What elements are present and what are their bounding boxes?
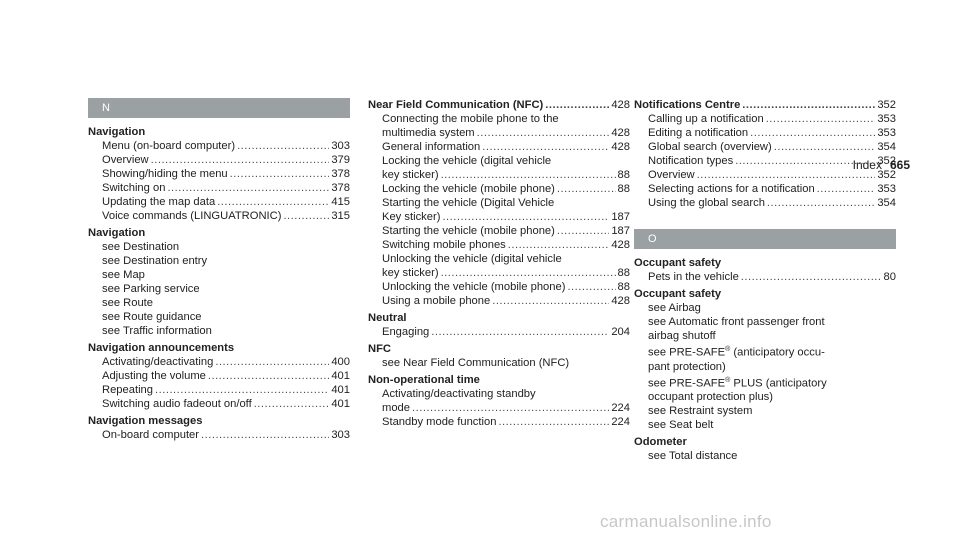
sub-entry[interactable]: mode224 <box>368 401 630 415</box>
entry-heading: Odometer <box>634 436 687 449</box>
see-reference[interactable]: see Restraint system <box>648 405 753 418</box>
index-entry-occupant-safety-see: Occupant safety see Airbag see Automatic… <box>634 287 896 432</box>
sub-entry-text: Locking the vehicle (digital vehicle <box>382 155 552 167</box>
see-reference[interactable]: see Airbag <box>648 302 701 314</box>
sub-entry[interactable]: On-board computer303 <box>88 428 350 442</box>
sub-entry[interactable]: key sticker)88 <box>368 266 630 280</box>
index-entry-non-operational-time: Non-operational time Activating/deactiva… <box>368 373 630 429</box>
entry-heading: Non-operational time <box>368 374 480 386</box>
index-entry-notifications-centre: Notifications Centre352 Calling up a not… <box>634 98 896 210</box>
index-entry-navigation-announcements: Navigation announcements Activating/deac… <box>88 341 350 411</box>
sub-entry[interactable]: Selecting actions for a notification353 <box>634 182 896 196</box>
entry-heading: Navigation messages <box>88 415 203 427</box>
index-column-3: Notifications Centre352 Calling up a not… <box>634 98 896 466</box>
sub-entry[interactable]: Switching on378 <box>88 181 350 195</box>
sub-entry[interactable]: Switching mobile phones428 <box>368 238 630 252</box>
sub-entry-text: Connecting the mobile phone to the <box>382 113 559 125</box>
sub-entry[interactable]: Standby mode function224 <box>368 415 630 429</box>
sub-entry-text: Activating/deactivating standby <box>382 388 536 400</box>
see-reference[interactable]: see Near Field Communication (NFC) <box>382 357 570 369</box>
sub-entry[interactable]: Updating the map data415 <box>88 195 350 209</box>
see-reference-cont: pant protection) <box>648 360 726 373</box>
sub-entry[interactable]: Pets in the vehicle80 <box>634 270 896 284</box>
sub-entry[interactable]: key sticker)88 <box>368 168 630 182</box>
see-reference[interactable]: see Traffic information <box>102 325 212 337</box>
see-reference[interactable]: see Destination entry <box>102 255 208 267</box>
index-entry-nfc: Near Field Communication (NFC)428 Connec… <box>368 98 630 308</box>
watermark: carmanualsonline.info <box>600 512 772 531</box>
index-entry-navigation-see: Navigation see Destination see Destinati… <box>88 226 350 338</box>
sub-entry[interactable]: multimedia system428 <box>368 126 630 140</box>
index-entry-neutral: Neutral Engaging204 <box>368 311 630 339</box>
entry-heading: Occupant safety <box>634 257 722 269</box>
see-reference[interactable]: see PRE-SAFE® (anticipatory occu- <box>648 346 825 359</box>
see-reference[interactable]: see Map <box>102 269 145 281</box>
letter-bar-n: N <box>88 98 350 118</box>
sub-entry-text: Unlocking the vehicle (digital vehicle <box>382 253 562 265</box>
entry-heading: Navigation announcements <box>88 342 235 354</box>
see-reference[interactable]: see Route <box>102 297 153 309</box>
index-column-1: N Navigation Menu (on-board computer)303… <box>88 98 350 445</box>
index-entry-occupant-safety: Occupant safety Pets in the vehicle80 <box>634 256 896 284</box>
sub-entry[interactable]: Switching audio fadeout on/off401 <box>88 397 350 411</box>
entry-heading: Navigation <box>88 227 146 239</box>
sub-entry[interactable]: Overview379 <box>88 153 350 167</box>
index-entry-navigation: Navigation Menu (on-board computer)303 O… <box>88 125 350 223</box>
sub-entry[interactable]: Activating/deactivating400 <box>88 355 350 369</box>
see-reference[interactable]: see Parking service <box>102 283 200 295</box>
index-entry-navigation-messages: Navigation messages On-board computer303 <box>88 414 350 442</box>
sub-entry[interactable]: Key sticker)187 <box>368 210 630 224</box>
sub-entry[interactable]: Adjusting the volume401 <box>88 369 350 383</box>
entry-heading: Occupant safety <box>634 288 722 300</box>
sub-entry[interactable]: Unlocking the vehicle (mobile phone)88 <box>368 280 630 294</box>
see-reference[interactable]: see Total distance <box>648 450 738 463</box>
sub-entry[interactable]: Voice commands (LINGUATRONIC)315 <box>88 209 350 223</box>
letter-bar-o: O <box>634 229 896 249</box>
see-reference[interactable]: see Destination <box>102 241 180 253</box>
sub-entry[interactable]: Repeating401 <box>88 383 350 397</box>
sub-entry[interactable]: Menu (on-board computer)303 <box>88 139 350 153</box>
sub-entry[interactable]: Editing a notification353 <box>634 126 896 140</box>
index-column-2: Near Field Communication (NFC)428 Connec… <box>368 98 630 432</box>
sub-entry[interactable]: Overview352 <box>634 168 896 182</box>
sub-entry[interactable]: Global search (overview)354 <box>634 140 896 154</box>
sub-entry[interactable]: Notification types352 <box>634 154 896 168</box>
sub-entry[interactable]: Starting the vehicle (mobile phone)187 <box>368 224 630 238</box>
see-reference[interactable]: see Seat belt <box>648 419 714 432</box>
sub-entry[interactable]: Using a mobile phone428 <box>368 294 630 308</box>
see-reference-cont: airbag shutoff <box>648 330 716 342</box>
see-reference[interactable]: see PRE-SAFE® PLUS (anticipatory <box>648 376 827 390</box>
page-number: 665 <box>889 158 910 172</box>
index-entry-nfc-see: NFC see Near Field Communication (NFC) <box>368 342 630 370</box>
sub-entry[interactable]: Calling up a notification353 <box>634 112 896 126</box>
sub-entry[interactable]: Locking the vehicle (mobile phone)88 <box>368 182 630 196</box>
sub-entry-text: Starting the vehicle (Digital Vehicle <box>382 197 555 209</box>
sub-entry[interactable]: Engaging204 <box>368 325 630 339</box>
see-reference[interactable]: see Route guidance <box>102 311 202 323</box>
sub-entry[interactable]: General information428 <box>368 140 630 154</box>
entry-heading: Neutral <box>368 312 407 324</box>
see-reference-cont: occupant protection plus) <box>648 391 774 404</box>
sub-entry[interactable]: Using the global search354 <box>634 196 896 210</box>
entry-heading: Navigation <box>88 126 146 138</box>
entry-heading: NFC <box>368 343 391 355</box>
entry-heading[interactable]: Notifications Centre352 <box>634 98 896 112</box>
index-entry-odometer: Odometer see Total distance <box>634 435 896 463</box>
see-reference[interactable]: see Automatic front passenger front <box>648 316 825 328</box>
entry-heading[interactable]: Near Field Communication (NFC)428 <box>368 98 630 112</box>
sub-entry[interactable]: Showing/hiding the menu378 <box>88 167 350 181</box>
